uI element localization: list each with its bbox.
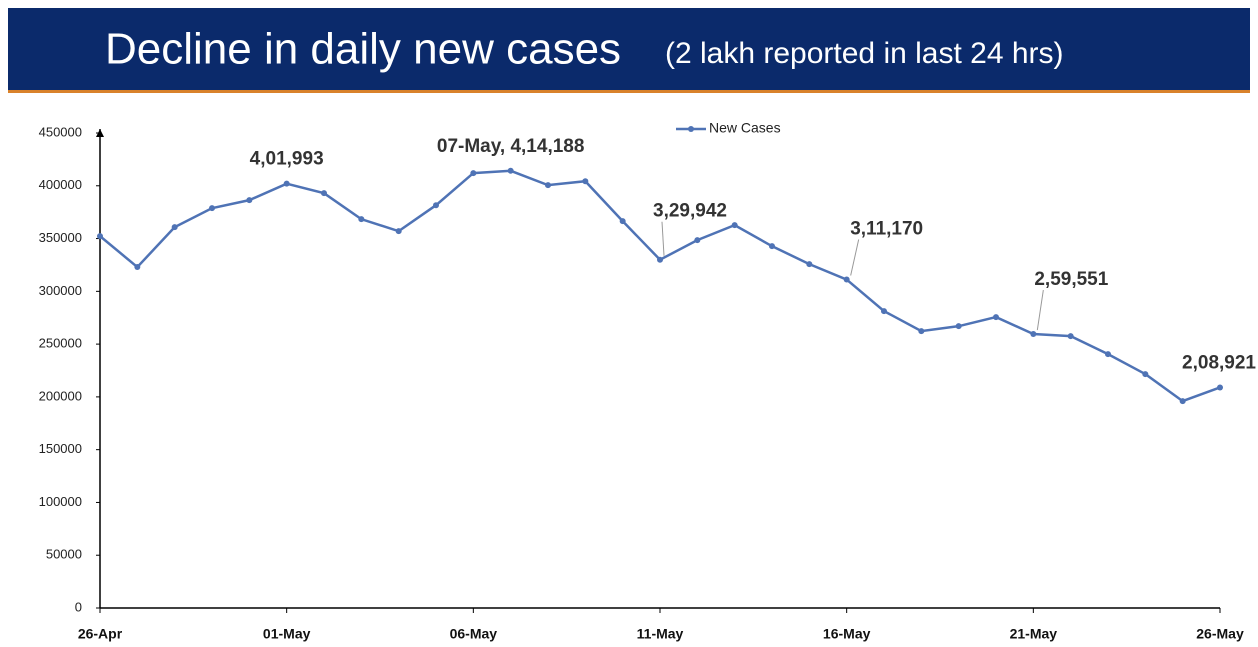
data-label: 3,11,170 (850, 219, 923, 240)
data-point (993, 314, 999, 321)
data-point (283, 180, 290, 187)
data-point (1142, 371, 1149, 378)
y-tick-label: 100000 (39, 494, 82, 509)
data-point (321, 190, 327, 197)
header-rule (8, 90, 1250, 93)
y-tick-label: 250000 (39, 336, 82, 351)
leader-line (1036, 289, 1044, 331)
data-point (470, 170, 477, 177)
data-point (619, 218, 626, 225)
data-point (1105, 351, 1111, 358)
chart-subtitle: (2 lakh reported in last 24 hrs) (665, 37, 1064, 70)
data-label: 4,01,993 (250, 149, 324, 170)
data-point (171, 224, 178, 231)
data-point (582, 178, 589, 185)
header-band (8, 8, 1250, 90)
data-point (881, 308, 887, 315)
x-tick-label: 11-May (637, 626, 684, 642)
data-point (134, 264, 141, 271)
data-point (97, 233, 103, 240)
data-point (806, 261, 813, 268)
data-point (1030, 331, 1037, 338)
data-point (918, 328, 925, 335)
data-point (843, 276, 850, 283)
x-tick-label: 21-May (1010, 626, 1058, 642)
y-tick-label: 0 (75, 599, 82, 614)
data-point (433, 202, 439, 209)
x-tick-label: 26-Apr (78, 626, 123, 642)
y-tick-label: 150000 (39, 441, 82, 456)
data-point (731, 222, 738, 229)
data-point (1217, 384, 1223, 391)
data-point (507, 167, 514, 174)
data-point (955, 323, 962, 330)
data-point (246, 197, 253, 204)
data-point (694, 237, 701, 244)
y-tick-label: 450000 (39, 124, 82, 139)
data-point (657, 256, 663, 263)
y-tick-label: 200000 (39, 388, 82, 403)
data-point (545, 182, 551, 189)
data-label: 3,29,942 (653, 201, 727, 222)
legend-label: New Cases (709, 120, 781, 136)
x-tick-label: 06-May (450, 626, 498, 642)
data-label: 07-May, 4,14,188 (437, 136, 585, 157)
data-point (358, 216, 365, 223)
y-tick-label: 400000 (39, 177, 82, 192)
leader-line (661, 221, 665, 256)
legend-marker (688, 126, 694, 132)
leader-line (850, 239, 860, 276)
data-label: 2,59,551 (1034, 269, 1108, 290)
y-tick-label: 50000 (46, 547, 82, 562)
x-tick-label: 01-May (263, 626, 311, 642)
y-tick-label: 300000 (39, 283, 82, 298)
data-point (1067, 333, 1074, 340)
chart-title: Decline in daily new cases (105, 25, 621, 74)
data-point (769, 243, 775, 250)
data-point (395, 228, 402, 235)
data-point (209, 205, 215, 212)
data-label: 2,08,921 (1182, 352, 1256, 373)
x-tick-label: 16-May (823, 626, 871, 642)
data-point (1179, 398, 1186, 405)
y-tick-label: 350000 (39, 230, 82, 245)
x-tick-label: 26-May (1196, 626, 1244, 642)
